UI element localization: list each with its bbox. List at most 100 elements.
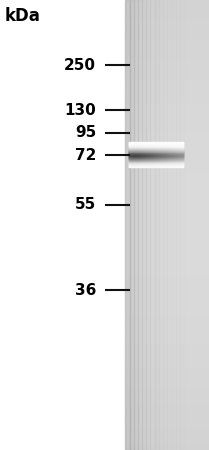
Bar [146, 160, 147, 161]
Bar [184, 0, 188, 450]
Bar [125, 360, 209, 365]
Bar [179, 154, 180, 155]
Bar [152, 163, 153, 164]
Bar [161, 152, 162, 153]
Bar [149, 149, 150, 150]
Bar [178, 164, 179, 165]
Bar [142, 165, 143, 166]
Bar [163, 147, 164, 148]
Bar [161, 158, 162, 159]
Bar [135, 153, 136, 154]
Bar [150, 151, 151, 152]
Bar [141, 157, 142, 158]
Bar [139, 163, 140, 164]
Bar [150, 143, 151, 144]
Bar [154, 145, 155, 146]
Bar [146, 164, 147, 165]
Bar [173, 166, 174, 167]
Bar [146, 161, 147, 162]
Bar [174, 158, 175, 159]
Bar [146, 166, 147, 167]
Bar [180, 152, 181, 153]
Bar [175, 160, 176, 161]
Bar [163, 144, 164, 145]
Bar [180, 146, 181, 147]
Bar [125, 433, 209, 439]
Bar [169, 149, 170, 150]
Bar [144, 155, 145, 156]
Bar [125, 377, 209, 382]
Bar [167, 143, 168, 144]
Bar [179, 158, 180, 159]
Bar [152, 146, 153, 147]
Bar [163, 0, 167, 450]
Bar [135, 144, 136, 145]
Bar [158, 149, 159, 150]
Bar [162, 156, 163, 157]
Bar [181, 155, 182, 156]
Bar [177, 152, 178, 153]
Bar [151, 154, 152, 155]
Bar [138, 150, 139, 151]
Bar [142, 164, 143, 165]
Bar [141, 156, 142, 157]
Text: 95: 95 [75, 125, 96, 140]
Bar [179, 147, 180, 148]
Bar [133, 152, 134, 153]
Bar [167, 154, 168, 155]
Bar [176, 155, 177, 156]
Bar [146, 154, 147, 155]
Bar [176, 166, 177, 167]
Bar [175, 144, 176, 145]
Bar [139, 156, 140, 157]
Bar [157, 165, 158, 166]
Bar [170, 161, 171, 162]
Bar [177, 161, 178, 162]
Bar [156, 155, 157, 156]
Bar [137, 154, 138, 155]
Bar [172, 163, 173, 164]
Bar [181, 162, 182, 163]
Bar [205, 0, 209, 450]
Bar [125, 287, 209, 292]
Bar [164, 160, 165, 161]
Bar [171, 0, 176, 450]
Bar [132, 157, 133, 158]
Bar [155, 157, 156, 158]
Bar [140, 154, 141, 155]
Bar [166, 147, 167, 148]
Bar [158, 155, 159, 156]
Bar [140, 146, 141, 147]
Text: 36: 36 [75, 283, 96, 298]
Bar [134, 149, 135, 150]
Bar [136, 159, 137, 160]
Bar [125, 405, 209, 410]
Bar [166, 143, 167, 144]
Bar [177, 162, 178, 163]
Bar [179, 149, 180, 150]
Bar [165, 145, 166, 146]
Bar [125, 96, 209, 101]
Bar [154, 155, 155, 156]
Bar [166, 159, 167, 160]
Bar [152, 161, 153, 162]
Bar [148, 146, 149, 147]
Bar [170, 154, 171, 155]
Bar [179, 150, 180, 151]
Bar [140, 164, 141, 165]
Bar [178, 160, 179, 161]
Bar [142, 159, 143, 160]
Bar [125, 169, 209, 174]
Bar [173, 161, 174, 162]
Bar [146, 159, 147, 160]
Bar [166, 162, 167, 163]
Bar [158, 154, 159, 155]
Bar [164, 153, 165, 154]
Bar [163, 165, 164, 166]
Bar [152, 149, 153, 150]
Bar [162, 153, 163, 154]
Bar [164, 145, 165, 146]
Bar [168, 148, 169, 149]
Bar [143, 165, 144, 166]
Bar [159, 146, 160, 147]
